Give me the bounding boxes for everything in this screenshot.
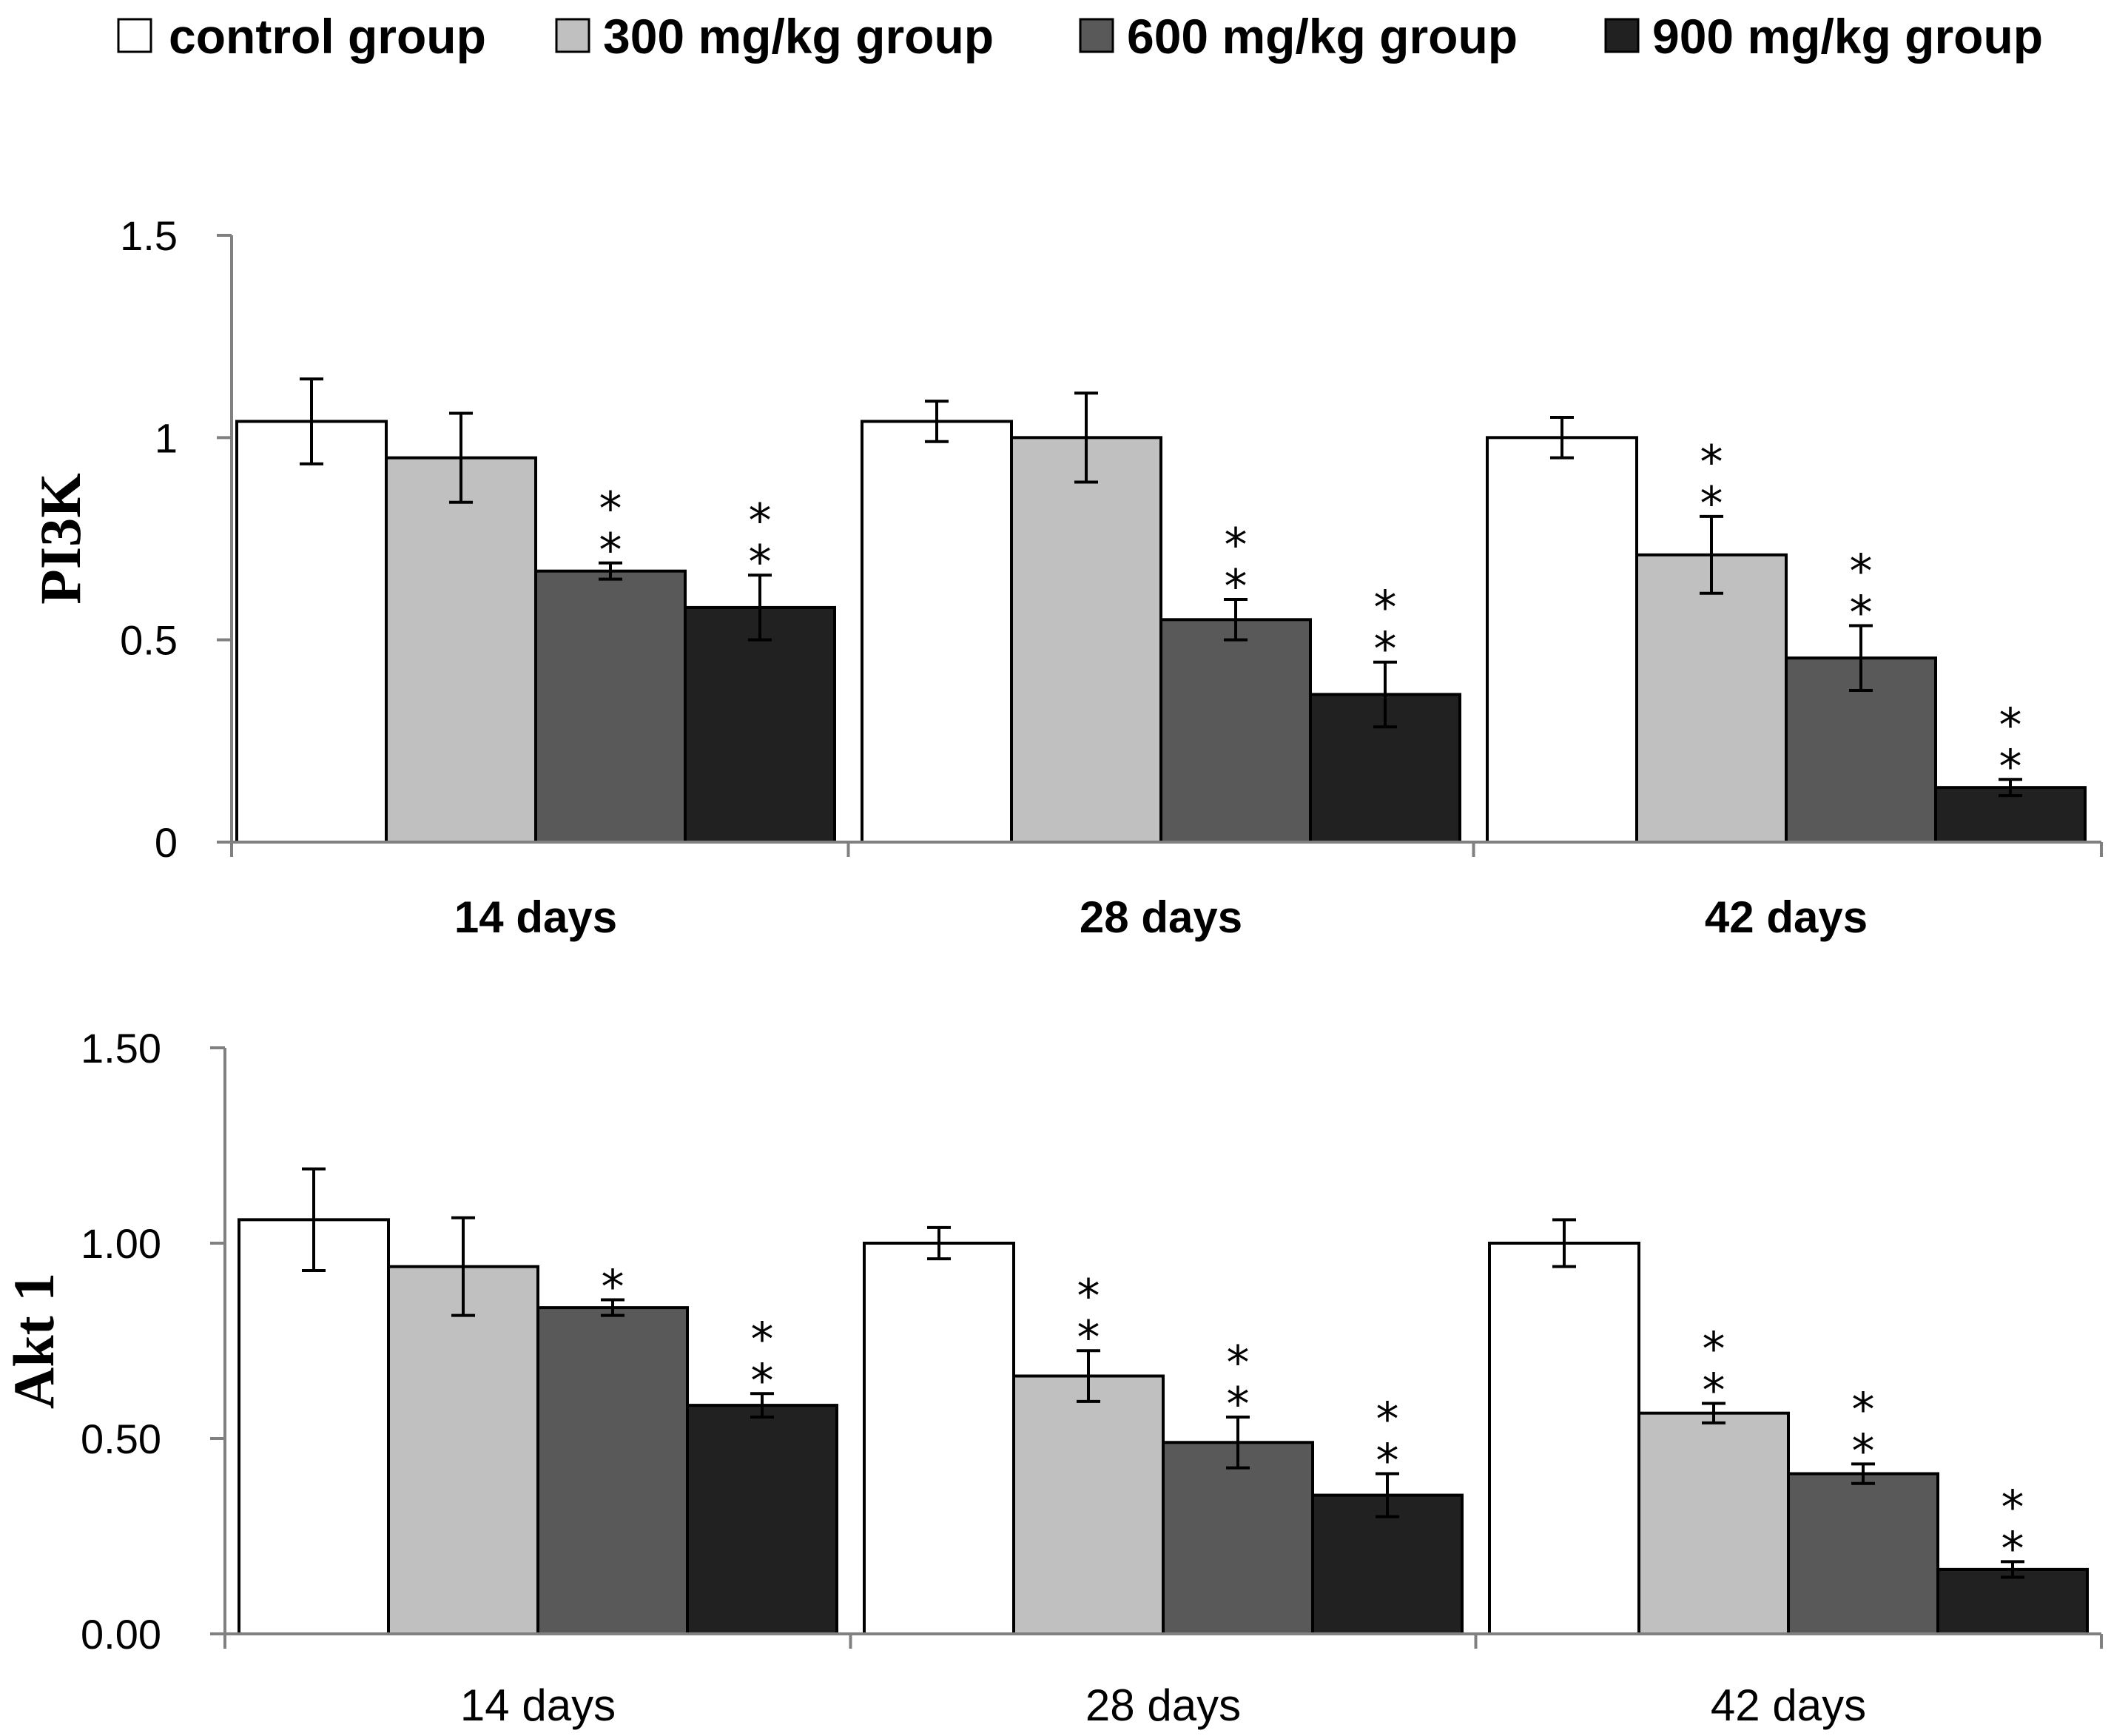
bar-2-0 — [534, 569, 687, 844]
y-tick-label: 1.50 — [81, 1025, 161, 1071]
legend-swatch-2 — [1079, 18, 1114, 53]
bar-3-0 — [686, 1404, 838, 1635]
y-tick-label: 1.5 — [120, 212, 178, 259]
y-axis-label: PI3K — [28, 473, 92, 605]
legend-label-2: 600 mg/kg group — [1127, 9, 1518, 64]
bar-2-2 — [1787, 1472, 1939, 1636]
bar-1-1 — [1012, 1374, 1165, 1636]
significance-star: * — [1227, 1336, 1250, 1390]
bar-1-2 — [1637, 1411, 1790, 1636]
y-tick-label: 1 — [155, 414, 178, 461]
y-tick-label: 1.00 — [81, 1220, 161, 1267]
significance-star: * — [2001, 1480, 2024, 1534]
y-tick-label: 0.5 — [120, 617, 178, 664]
significance-star: * — [599, 482, 622, 536]
legend-label-1: 300 mg/kg group — [603, 9, 994, 64]
bar-1-2 — [1635, 553, 1788, 844]
y-tick-label: 0.50 — [81, 1416, 161, 1462]
significance-star: * — [1700, 435, 1723, 489]
bar-0-1 — [861, 420, 1013, 844]
bar-2-1 — [1159, 618, 1312, 844]
significance-star: * — [1850, 545, 1873, 599]
y-tick-label: 0 — [155, 819, 178, 866]
legend-swatch-1 — [555, 18, 590, 53]
significance-star: * — [1077, 1269, 1100, 1323]
significance-star: * — [1225, 559, 1248, 613]
significance-star: * — [1374, 581, 1397, 635]
bar-0-2 — [1488, 1242, 1640, 1635]
category-label: 42 days — [1705, 892, 1868, 942]
significance-star: * — [1852, 1382, 1875, 1436]
bar-2-0 — [536, 1306, 689, 1635]
significance-star: * — [602, 1260, 624, 1314]
significance-star: * — [1376, 1434, 1399, 1488]
bar-0-0 — [238, 1218, 390, 1635]
category-label: 14 days — [454, 892, 617, 942]
bar-0-0 — [235, 420, 388, 844]
significance-star: * — [1999, 739, 2022, 793]
significance-star: * — [1374, 622, 1397, 676]
category-label: 14 days — [460, 1681, 616, 1730]
significance-star: * — [751, 1312, 774, 1366]
significance-star: * — [1850, 586, 1873, 640]
significance-star: * — [2001, 1521, 2024, 1575]
bar-2-1 — [1162, 1441, 1314, 1636]
bar-0-2 — [1486, 436, 1638, 844]
significance-star: * — [1225, 518, 1248, 572]
bar-1-0 — [387, 1265, 539, 1636]
legend-swatch-0 — [117, 18, 152, 53]
bar-3-0 — [684, 605, 836, 844]
significance-star: * — [1852, 1424, 1875, 1478]
category-label: 28 days — [1080, 892, 1242, 942]
significance-star: * — [1077, 1311, 1100, 1365]
category-label: 42 days — [1711, 1681, 1866, 1730]
legend-swatch-3 — [1604, 18, 1640, 53]
significance-star: * — [1700, 477, 1723, 531]
legend-label-0: control group — [169, 9, 486, 64]
legend: control group 300 mg/kg group 600 mg/kg gr… — [117, 9, 2043, 64]
y-axis-label: Akt 1 — [1, 1273, 66, 1409]
category-label: 28 days — [1085, 1681, 1241, 1730]
significance-star: * — [1703, 1322, 1726, 1376]
bar-3-2 — [1936, 1567, 2089, 1635]
significance-star: * — [1703, 1363, 1726, 1417]
significance-star: * — [1999, 698, 2022, 752]
legend-label-3: 900 mg/kg group — [1652, 9, 2043, 64]
bar-1-1 — [1010, 436, 1162, 844]
significance-star: * — [751, 1353, 774, 1407]
significance-star: * — [1227, 1377, 1250, 1431]
significance-star: * — [749, 535, 772, 589]
y-tick-label: 0.00 — [81, 1611, 161, 1658]
significance-star: * — [749, 494, 772, 548]
bar-1-0 — [385, 456, 537, 844]
significance-star: * — [1376, 1393, 1399, 1447]
significance-star: * — [599, 523, 622, 577]
bar-0-1 — [863, 1242, 1015, 1635]
